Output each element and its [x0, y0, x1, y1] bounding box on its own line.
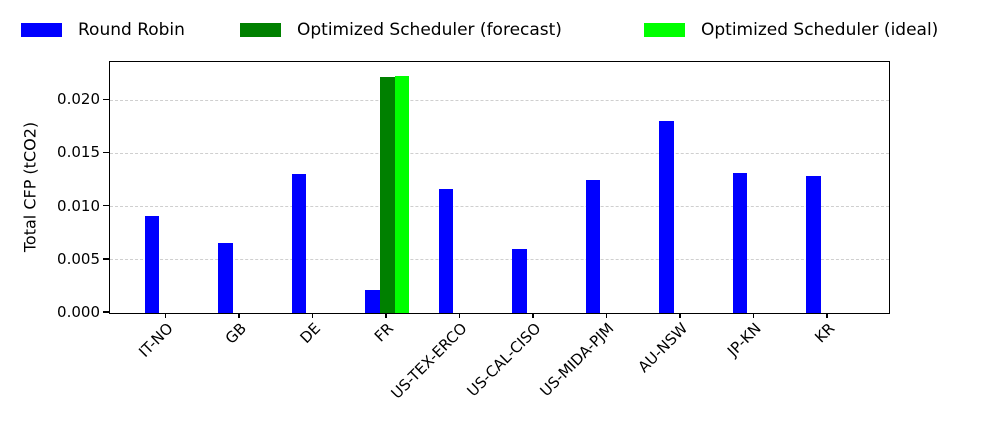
x-tick-mark — [164, 314, 167, 318]
y-tick-label: 0.010 — [57, 196, 100, 215]
legend-item-round-robin: Round Robin — [21, 21, 185, 39]
x-tick-label-GB: GB — [221, 319, 251, 348]
x-tick-label-FR: FR — [371, 319, 398, 346]
x-tick-mark — [311, 314, 314, 318]
bar-FR-series-2 — [394, 75, 410, 313]
y-tick-label: 0.015 — [57, 143, 100, 162]
y-tick-mark — [103, 204, 109, 207]
legend-label: Round Robin — [78, 20, 185, 40]
bar-FR-series-0 — [365, 289, 380, 313]
x-tick-mark — [605, 314, 608, 318]
legend-item-optimized-forecast: Optimized Scheduler (forecast) — [240, 21, 562, 39]
x-tick-mark — [458, 314, 461, 318]
y-tick-label: 0.020 — [57, 90, 100, 109]
x-tick-mark — [532, 314, 534, 318]
bar-US-TEX-ERCO-series-0 — [438, 188, 454, 313]
y-tick-label: 0.005 — [57, 249, 100, 268]
legend-label: Optimized Scheduler (ideal) — [701, 20, 939, 40]
x-tick-mark — [385, 314, 387, 318]
x-tick-label-US-MIDA-PJM: US-MIDA-PJM — [536, 319, 618, 401]
x-tick-mark — [826, 314, 828, 318]
x-tick-label-US-TEX-ERCO: US-TEX-ERCO — [387, 319, 471, 403]
y-tick-label: 0.000 — [57, 303, 100, 321]
x-tick-mark — [679, 314, 681, 318]
y-tick-mark — [103, 258, 109, 260]
x-tick-label-JP-KN: JP-KN — [723, 319, 765, 361]
y-tick-mark — [103, 151, 109, 154]
x-tick-label-DE: DE — [296, 319, 324, 347]
optimized-forecast-swatch — [240, 23, 281, 37]
legend-label: Optimized Scheduler (forecast) — [297, 20, 562, 40]
gridline-0.020 — [110, 99, 889, 101]
bar-AU-NSW-series-0 — [659, 120, 674, 313]
y-tick-mark — [103, 98, 109, 101]
bar-DE-series-0 — [291, 173, 307, 313]
y-tick-mark — [103, 311, 109, 313]
gridline-0.010 — [110, 205, 889, 207]
x-tick-label-IT-NO: IT-NO — [135, 319, 177, 361]
x-tick-mark — [752, 314, 755, 318]
plot-area — [109, 61, 890, 314]
gridline-0.005 — [110, 259, 889, 261]
round-robin-swatch — [21, 23, 62, 37]
bar-IT-NO-series-0 — [144, 216, 160, 313]
x-tick-label-KR: KR — [811, 319, 839, 347]
bar-US-CAL-CISO-series-0 — [512, 249, 527, 313]
bar-KR-series-0 — [806, 175, 821, 313]
y-axis-label: Total CFP (tCO2) — [20, 121, 40, 253]
x-tick-label-US-CAL-CISO: US-CAL-CISO — [463, 319, 545, 401]
bar-US-MIDA-PJM-series-0 — [585, 180, 601, 313]
bar-GB-series-0 — [218, 242, 233, 313]
optimized-ideal-swatch — [644, 23, 685, 37]
legend-item-optimized-ideal: Optimized Scheduler (ideal) — [644, 21, 938, 39]
x-tick-mark — [238, 314, 240, 318]
gridline-0.015 — [110, 152, 889, 154]
bar-JP-KN-series-0 — [732, 172, 748, 313]
x-tick-label-AU-NSW: AU-NSW — [634, 319, 692, 377]
bar-FR-series-1 — [379, 76, 395, 313]
